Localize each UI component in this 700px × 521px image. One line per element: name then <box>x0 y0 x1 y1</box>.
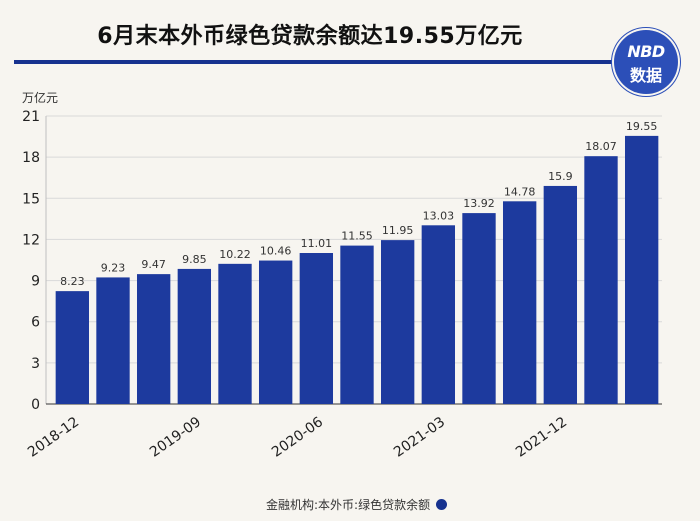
bar <box>380 240 415 404</box>
y-axis-unit-label: 万亿元 <box>22 91 59 105</box>
x-tick-label: 2021-03 <box>391 414 448 461</box>
bar-value-label: 11.55 <box>341 230 373 243</box>
bar-value-label: 9.47 <box>141 258 166 271</box>
x-tick-label: 2020-06 <box>269 414 326 461</box>
bar-value-label: 15.9 <box>548 170 573 183</box>
title-underline <box>14 60 622 64</box>
y-tick-label: 9 <box>31 274 40 290</box>
y-tick-label: 0 <box>31 397 40 413</box>
bar <box>421 225 456 404</box>
bar-value-label: 11.95 <box>382 224 414 237</box>
bar-value-label: 11.01 <box>301 237 333 250</box>
bar-value-label: 8.23 <box>60 275 85 288</box>
bar-value-label: 19.55 <box>626 120 658 133</box>
y-tick-label: 3 <box>31 356 40 372</box>
bar-value-label: 10.22 <box>219 248 251 261</box>
bar <box>218 263 252 404</box>
logo-text-primary: NBD <box>627 42 665 61</box>
legend-label: 金融机构:本外币:绿色贷款余额 <box>266 498 431 512</box>
bar <box>462 213 496 404</box>
y-tick-label: 12 <box>22 232 40 248</box>
bar <box>96 277 130 404</box>
bar <box>340 245 374 404</box>
bar <box>502 201 537 404</box>
x-tick-label: 2018-12 <box>25 414 82 461</box>
x-tick-label: 2021-12 <box>513 414 570 461</box>
bar <box>299 253 334 404</box>
bar <box>624 135 659 404</box>
x-tick-label: 2019-09 <box>147 414 204 461</box>
bar <box>543 185 578 404</box>
bar-value-label: 13.03 <box>423 209 455 222</box>
bar <box>136 274 171 404</box>
bar-value-label: 18.07 <box>585 140 617 153</box>
bar-value-label: 13.92 <box>463 197 495 210</box>
bar <box>258 260 293 404</box>
bar-value-label: 10.46 <box>260 245 292 258</box>
logo-text-secondary: 数据 <box>629 66 662 85</box>
bar-value-label: 14.78 <box>504 185 536 198</box>
bar <box>55 291 90 404</box>
y-tick-label: 21 <box>22 109 40 125</box>
y-tick-label: 6 <box>31 315 40 331</box>
legend: 金融机构:本外币:绿色贷款余额 <box>266 496 448 513</box>
legend-swatch <box>436 499 448 510</box>
bar <box>584 156 618 404</box>
bar-value-label: 9.85 <box>182 253 207 266</box>
y-tick-label: 18 <box>22 150 40 166</box>
bar-value-label: 9.23 <box>101 261 126 274</box>
y-tick-label: 15 <box>22 191 40 207</box>
chart-title: 6月末本外币绿色贷款余额达19.55万亿元 <box>97 24 523 49</box>
bar <box>177 268 212 404</box>
nbd-logo: NBD 数据 <box>614 30 678 94</box>
